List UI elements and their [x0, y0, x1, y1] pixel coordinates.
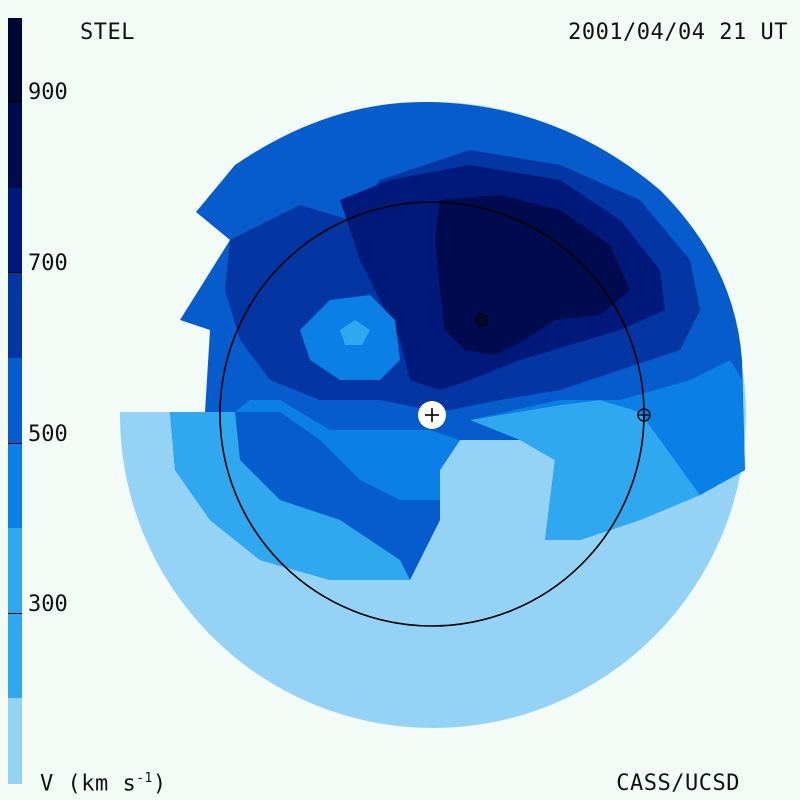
- high-speed-center-marker: [475, 313, 489, 327]
- level-300-region: [170, 412, 410, 580]
- colorbar-tick-900: [8, 101, 22, 102]
- earth-icon: [637, 408, 651, 422]
- level-400-region-right: [470, 360, 745, 495]
- timestamp-label: 2001/04/04 21 UT: [568, 20, 788, 45]
- observatory-label: STEL: [80, 20, 135, 45]
- unit-exponent: -1: [136, 770, 153, 786]
- level-400-region: [235, 400, 460, 500]
- velocity-colorbar: [8, 18, 22, 784]
- colorbar-label-300: 300: [28, 592, 68, 617]
- credit-label: CASS/UCSD: [616, 771, 740, 796]
- colorbar-tick-300: [8, 613, 22, 614]
- unit-label: V (km s-1): [40, 771, 167, 796]
- unit-label-prefix: V (km s: [40, 771, 137, 796]
- colorbar-label-900: 900: [28, 80, 68, 105]
- colorbar-tick-700: [8, 272, 22, 273]
- unit-label-suffix: ): [152, 771, 167, 796]
- colorbar-label-500: 500: [28, 422, 68, 447]
- colorbar-label-700: 700: [28, 251, 68, 276]
- low-speed-pocket-core: [340, 320, 370, 345]
- colorbar-tick-500: [8, 443, 22, 444]
